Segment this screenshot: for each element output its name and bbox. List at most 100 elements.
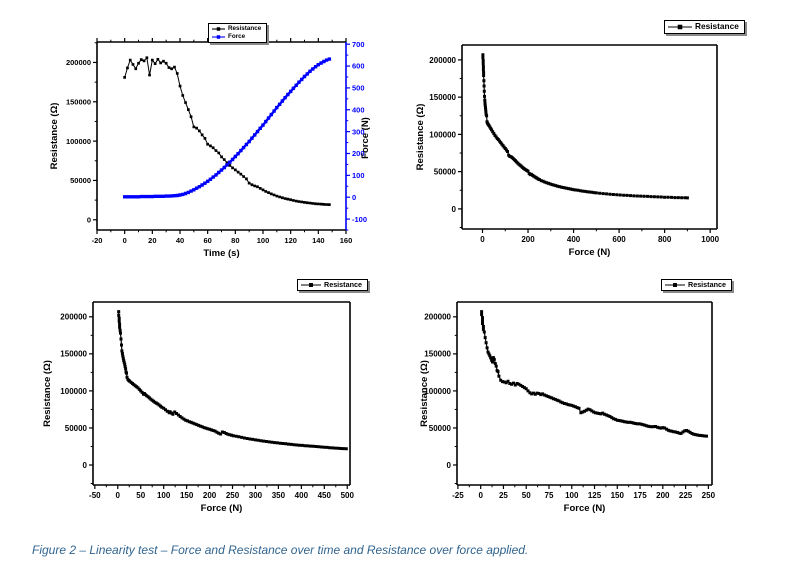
svg-text:200: 200 bbox=[203, 491, 217, 500]
axes-ticks: -25 0 25 50 75 100 125 150 175 200 225 250 0 50000 100… bbox=[419, 313, 716, 514]
svg-text:700: 700 bbox=[352, 40, 365, 49]
legend-label: Resistance bbox=[688, 280, 726, 289]
svg-text:20: 20 bbox=[148, 236, 156, 245]
svg-text:Force (N): Force (N) bbox=[569, 247, 611, 258]
svg-text:100: 100 bbox=[157, 491, 171, 500]
chart-canvas: -20 0 20 40 60 80 100 120 140 160 0 50000 100000 1500… bbox=[49, 38, 371, 259]
figure-caption-text: Figure 2 – Linearity test – Force and Re… bbox=[32, 543, 529, 557]
svg-text:80: 80 bbox=[231, 236, 239, 245]
svg-text:150000: 150000 bbox=[60, 350, 87, 359]
svg-text:50000: 50000 bbox=[65, 424, 88, 433]
svg-text:Resistance (Ω): Resistance (Ω) bbox=[419, 360, 430, 427]
svg-text:1000: 1000 bbox=[701, 235, 719, 244]
svg-text:-50: -50 bbox=[89, 491, 101, 500]
svg-text:400: 400 bbox=[352, 105, 365, 114]
svg-text:350: 350 bbox=[272, 491, 286, 500]
svg-text:100000: 100000 bbox=[60, 387, 87, 396]
svg-text:-25: -25 bbox=[452, 491, 464, 500]
chart-panel-resistance-force-vs-time: -20 0 20 40 60 80 100 120 140 160 0 50000 100000 1500… bbox=[30, 10, 380, 262]
svg-text:200000: 200000 bbox=[424, 313, 451, 322]
chart-panel-resistance-vs-force-0-1000: 0 200 400 600 800 1000 0 50000 100000 150000 20000… bbox=[400, 10, 790, 262]
plot-frame bbox=[92, 301, 351, 486]
svg-text:800: 800 bbox=[658, 235, 672, 244]
svg-text:Time (s): Time (s) bbox=[203, 248, 239, 259]
svg-text:200: 200 bbox=[521, 235, 535, 244]
svg-text:500: 500 bbox=[352, 84, 365, 93]
svg-text:0: 0 bbox=[352, 193, 356, 202]
svg-text:-20: -20 bbox=[92, 236, 103, 245]
svg-text:0: 0 bbox=[478, 491, 483, 500]
svg-text:250: 250 bbox=[702, 491, 716, 500]
legend-box: Resistance bbox=[664, 20, 745, 34]
svg-text:100: 100 bbox=[257, 236, 270, 245]
legend-item: Resistance bbox=[668, 21, 739, 32]
svg-text:50: 50 bbox=[136, 491, 145, 500]
plot-frame bbox=[461, 44, 718, 230]
legend-marker-icon bbox=[668, 24, 692, 30]
svg-text:500: 500 bbox=[341, 491, 355, 500]
axes-ticks: 0 200 400 600 800 1000 0 50000 100000 150000 20000… bbox=[415, 56, 720, 258]
legend-box: Resistance bbox=[297, 279, 368, 292]
svg-text:100000: 100000 bbox=[66, 137, 91, 146]
legend-box: Resistance Force bbox=[208, 23, 268, 43]
legend-marker-icon bbox=[301, 283, 321, 288]
chart-canvas: -50 0 50 100 150 200 250 300 350 400 450 500 0 50000 1… bbox=[42, 301, 354, 514]
svg-text:Resistance (Ω): Resistance (Ω) bbox=[49, 103, 60, 170]
series-resistance bbox=[123, 56, 331, 207]
axes-ticks: -20 0 20 40 60 80 100 120 140 160 0 50000 100000 1500… bbox=[49, 38, 371, 259]
svg-text:40: 40 bbox=[176, 236, 184, 245]
svg-text:60: 60 bbox=[203, 236, 211, 245]
svg-text:0: 0 bbox=[83, 461, 88, 470]
legend-label: Resistance bbox=[324, 280, 362, 289]
axes-ticks: -50 0 50 100 150 200 250 300 350 400 450 500 0 50000 1… bbox=[42, 313, 354, 514]
series-force bbox=[123, 57, 332, 199]
svg-text:50000: 50000 bbox=[434, 168, 457, 177]
svg-text:0: 0 bbox=[123, 236, 127, 245]
svg-text:120: 120 bbox=[284, 236, 297, 245]
svg-text:75: 75 bbox=[545, 491, 554, 500]
svg-text:450: 450 bbox=[318, 491, 332, 500]
svg-text:50000: 50000 bbox=[429, 424, 452, 433]
svg-text:150000: 150000 bbox=[429, 93, 456, 102]
legend-item: Resistance bbox=[665, 280, 726, 289]
chart-panel-resistance-vs-force-0-250: -25 0 25 50 75 100 125 150 175 200 225 250 0 50000 100… bbox=[410, 272, 790, 524]
legend-marker-icon bbox=[212, 27, 225, 31]
svg-text:300: 300 bbox=[249, 491, 263, 500]
svg-text:140: 140 bbox=[312, 236, 325, 245]
legend-label: Force bbox=[228, 33, 246, 41]
svg-text:100: 100 bbox=[352, 171, 365, 180]
svg-text:150000: 150000 bbox=[66, 97, 91, 106]
svg-text:-100: -100 bbox=[352, 215, 367, 224]
svg-text:25: 25 bbox=[499, 491, 508, 500]
svg-text:600: 600 bbox=[612, 235, 626, 244]
svg-text:0: 0 bbox=[452, 205, 457, 214]
svg-text:150000: 150000 bbox=[424, 350, 451, 359]
svg-text:160: 160 bbox=[340, 236, 353, 245]
svg-text:300: 300 bbox=[352, 127, 365, 136]
svg-text:225: 225 bbox=[679, 491, 693, 500]
svg-text:100: 100 bbox=[565, 491, 579, 500]
svg-text:250: 250 bbox=[226, 491, 240, 500]
svg-text:200000: 200000 bbox=[60, 313, 87, 322]
svg-text:400: 400 bbox=[567, 235, 581, 244]
series-resistance bbox=[481, 53, 689, 200]
chart-panel-resistance-vs-force-0-500: -50 0 50 100 150 200 250 300 350 400 450 500 0 50000 1… bbox=[30, 272, 410, 524]
plot-frame bbox=[456, 301, 713, 486]
legend-item: Force bbox=[212, 33, 261, 41]
svg-text:400: 400 bbox=[295, 491, 309, 500]
svg-text:125: 125 bbox=[588, 491, 602, 500]
svg-text:200: 200 bbox=[352, 149, 365, 158]
chart-canvas: 0 200 400 600 800 1000 0 50000 100000 150000 20000… bbox=[415, 44, 720, 258]
svg-text:50000: 50000 bbox=[70, 176, 91, 185]
legend-marker-icon bbox=[212, 35, 225, 39]
svg-text:Force (N): Force (N) bbox=[564, 503, 606, 514]
legend-box: Resistance bbox=[661, 279, 732, 292]
svg-text:Resistance (Ω): Resistance (Ω) bbox=[415, 104, 426, 171]
svg-text:200: 200 bbox=[656, 491, 670, 500]
svg-text:150: 150 bbox=[180, 491, 194, 500]
figure-caption: Figure 2 – Linearity test – Force and Re… bbox=[32, 543, 772, 557]
svg-text:0: 0 bbox=[87, 215, 91, 224]
svg-text:0: 0 bbox=[116, 491, 121, 500]
svg-text:50: 50 bbox=[522, 491, 531, 500]
